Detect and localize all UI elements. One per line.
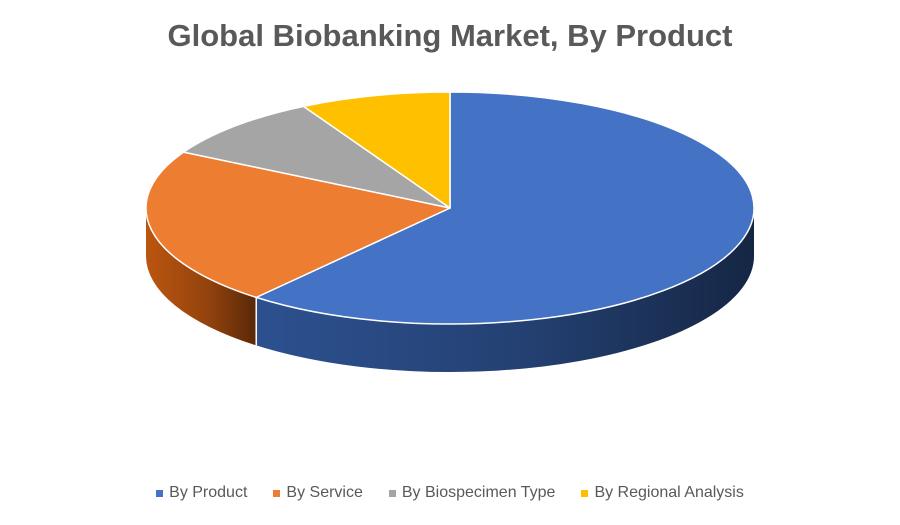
- legend-swatch-by-service: [273, 489, 281, 497]
- legend-swatch-by-product: [156, 489, 164, 497]
- pie-slice-by-biospecimen-type[interactable]: [182, 105, 451, 209]
- pie-side-by-service-shade: [146, 208, 257, 346]
- legend-item-by-biospecimen-type[interactable]: By Biospecimen Type: [388, 484, 556, 502]
- legend-item-by-service[interactable]: By Service: [273, 484, 363, 502]
- legend-swatch-by-biospecimen-type: [388, 489, 396, 497]
- legend-label-by-regional-analysis: By Regional Analysis: [594, 484, 744, 501]
- legend-label-by-biospecimen-type: By Biospecimen Type: [401, 484, 556, 501]
- chart-title: Global Biobanking Market, By Product: [167, 18, 733, 53]
- legend-swatch-by-regional-analysis: [581, 489, 589, 497]
- legend-item-by-product[interactable]: By Product: [156, 484, 247, 502]
- legend-label-by-service: By Service: [286, 484, 363, 501]
- legend-item-by-regional-analysis[interactable]: By Regional Analysis: [581, 484, 744, 502]
- legend: By Product By Service By Biospecimen Type B…: [0, 484, 900, 502]
- pie-slice-by-service[interactable]: [145, 151, 451, 299]
- pie-slice-by-regional-analysis[interactable]: [302, 91, 451, 209]
- pie-slice-by-product[interactable]: [255, 91, 755, 325]
- legend-label-by-product: By Product: [169, 484, 248, 501]
- pie-side-by-product-shade: [256, 208, 754, 372]
